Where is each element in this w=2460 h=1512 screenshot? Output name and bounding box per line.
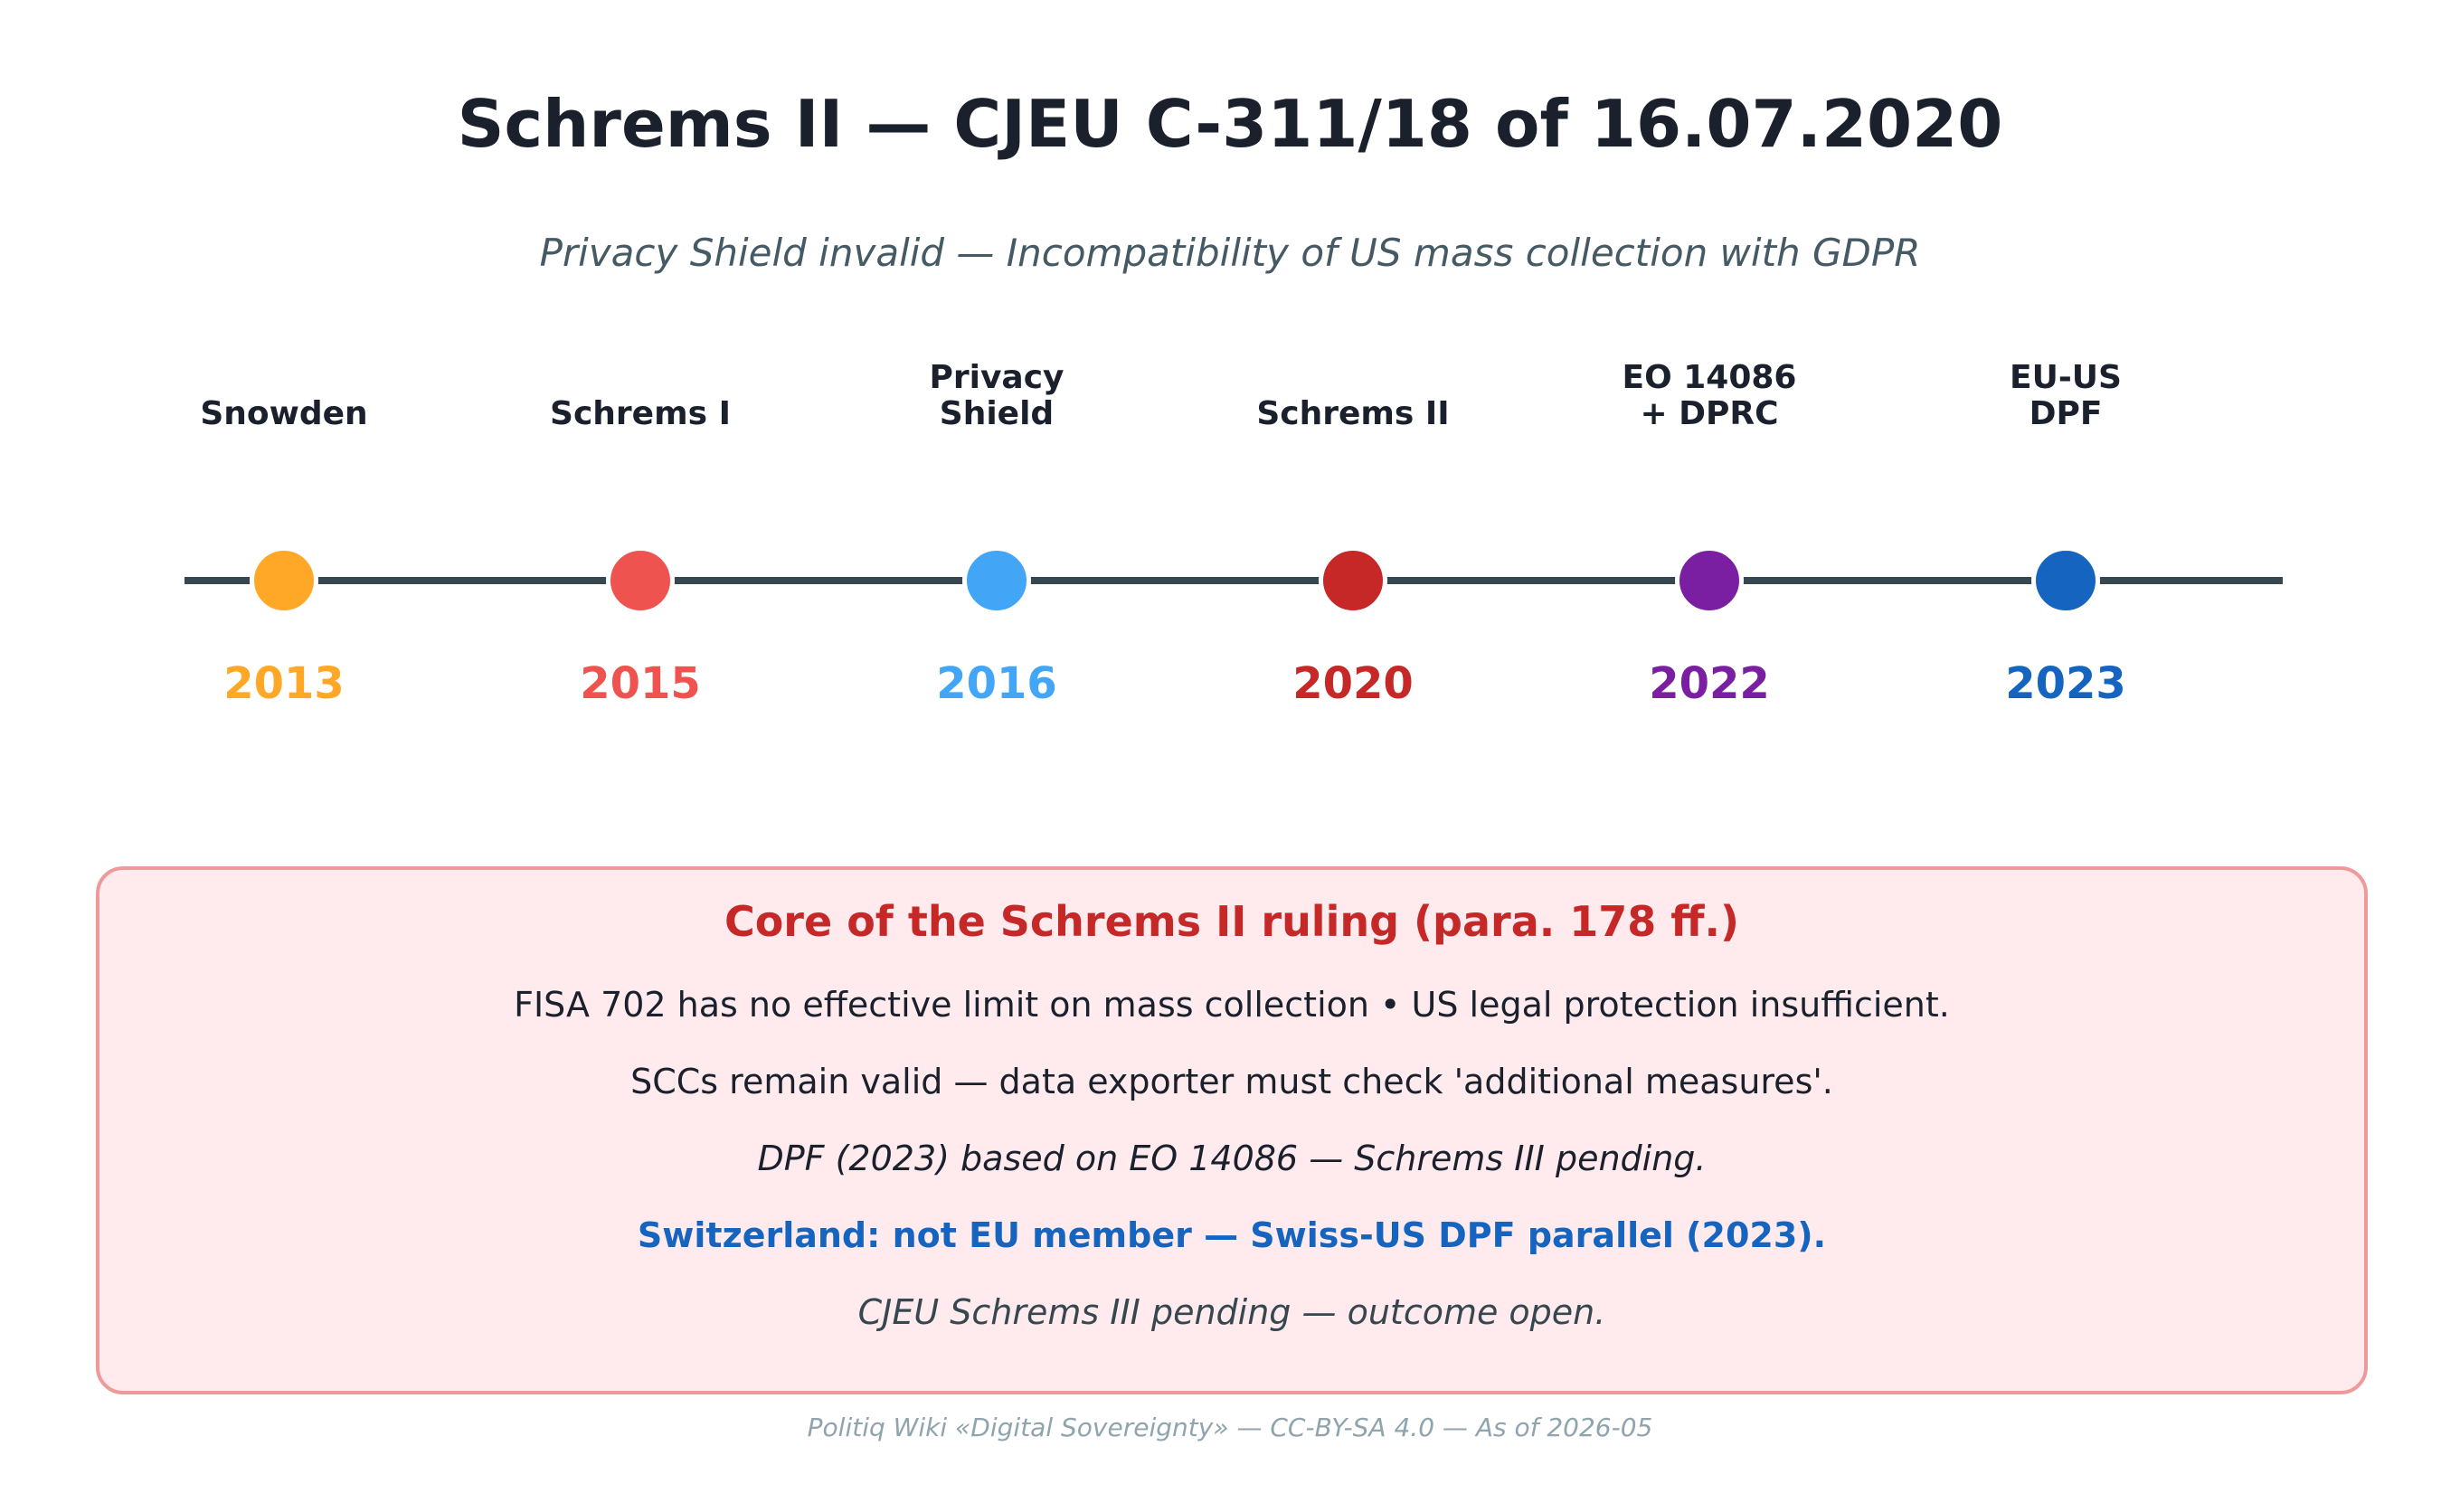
event-marker-eo-14086-dprc bbox=[1675, 546, 1744, 615]
diagram-subtitle: Privacy Shield invalid — Incompatibility… bbox=[539, 231, 1921, 275]
footer-credit: Politiq Wiki «Digital Sovereignty» — CC-… bbox=[807, 1413, 1653, 1442]
event-year-schrems-i: 2015 bbox=[580, 658, 701, 709]
event-label-eo-14086-dprc: EO 14086 + DPRC bbox=[1622, 359, 1797, 432]
event-label-schrems-ii: Schrems II bbox=[1256, 395, 1450, 432]
event-label-schrems-i: Schrems I bbox=[550, 395, 731, 432]
event-marker-schrems-ii bbox=[1319, 546, 1387, 615]
ruling-point-dpf: DPF (2023) based on EO 14086 — Schrems I… bbox=[757, 1139, 1707, 1178]
event-marker-eu-us-dpf bbox=[2031, 546, 2100, 615]
event-year-eo-14086-dprc: 2022 bbox=[1649, 658, 1770, 709]
timeline-axis bbox=[184, 577, 2283, 584]
event-marker-snowden bbox=[250, 546, 318, 615]
event-marker-privacy-shield bbox=[962, 546, 1031, 615]
ruling-summary-title: Core of the Schrems II ruling (para. 178… bbox=[724, 897, 1740, 946]
event-year-snowden: 2013 bbox=[223, 658, 345, 709]
ruling-point-schrems-iii: CJEU Schrems III pending — outcome open. bbox=[857, 1292, 1606, 1332]
ruling-summary-box: Core of the Schrems II ruling (para. 178… bbox=[96, 866, 2368, 1394]
event-year-privacy-shield: 2016 bbox=[936, 658, 1057, 709]
event-year-eu-us-dpf: 2023 bbox=[2005, 658, 2126, 709]
event-marker-schrems-i bbox=[606, 546, 675, 615]
event-label-snowden: Snowden bbox=[200, 395, 368, 432]
diagram-title: Schrems II — CJEU C-311/18 of 16.07.2020 bbox=[457, 86, 2003, 162]
event-label-privacy-shield: Privacy Shield bbox=[929, 359, 1064, 432]
ruling-point-fisa: FISA 702 has no effective limit on mass … bbox=[514, 985, 1950, 1025]
ruling-point-sccs: SCCs remain valid — data exporter must c… bbox=[630, 1062, 1833, 1101]
event-year-schrems-ii: 2020 bbox=[1292, 658, 1414, 709]
ruling-point-switzerland: Switzerland: not EU member — Swiss-US DP… bbox=[637, 1215, 1827, 1255]
event-label-eu-us-dpf: EU-US DPF bbox=[2010, 359, 2122, 432]
